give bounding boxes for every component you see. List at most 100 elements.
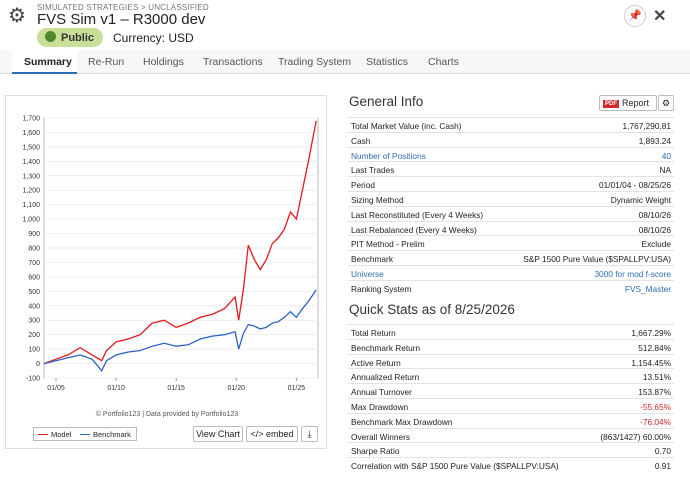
y-tick-label: 500 bbox=[28, 289, 40, 296]
row-label: Cash bbox=[351, 135, 371, 146]
y-tick-label: 600 bbox=[28, 274, 40, 281]
public-badge[interactable]: Public bbox=[37, 28, 103, 47]
x-tick-label: 01/15 bbox=[167, 385, 185, 392]
positions-count-link[interactable]: 40 bbox=[661, 150, 671, 161]
table-row: PIT Method - Prelim Exclude bbox=[348, 235, 674, 250]
table-row: Ranking System FVS_Master bbox=[348, 279, 674, 295]
pin-icon[interactable]: 📌 bbox=[624, 5, 646, 27]
download-icon[interactable]: ⤓ bbox=[301, 426, 318, 442]
y-tick-label: 400 bbox=[28, 303, 40, 310]
row-value: 08/10/26 bbox=[638, 224, 671, 235]
y-tick-label: 1,700 bbox=[22, 116, 40, 123]
tab-trading-system[interactable]: Trading System bbox=[278, 56, 352, 68]
row-label: Last Reconstituted (Every 4 Weeks) bbox=[351, 209, 484, 220]
ranking-system-link[interactable]: FVS_Master bbox=[624, 283, 671, 294]
universe-value-link[interactable]: 3000 for mod f-score bbox=[594, 268, 671, 279]
row-value: -76.04% bbox=[640, 416, 671, 427]
y-tick-label: 1,300 bbox=[22, 173, 40, 180]
row-label: Max Drawdown bbox=[351, 401, 409, 412]
row-value: -55.65% bbox=[640, 401, 671, 412]
y-tick-label: 0 bbox=[36, 361, 40, 368]
row-label: Correlation with S&P 1500 Pure Value ($S… bbox=[351, 461, 559, 472]
tab-bar: Summary Re-Run Holdings Transactions Tra… bbox=[0, 50, 690, 74]
report-label: Report bbox=[622, 98, 650, 108]
row-label: Overall Winners bbox=[351, 431, 411, 442]
universe-link[interactable]: Universe bbox=[351, 268, 384, 279]
y-tick-label: 1,600 bbox=[22, 130, 40, 137]
row-value: 13.51% bbox=[642, 372, 671, 383]
table-row: Max Drawdown -55.65% bbox=[348, 397, 674, 413]
chart-credit: © Portfolio123 | Data provided by Portfo… bbox=[95, 411, 239, 418]
legend-model-label: Model bbox=[51, 430, 72, 439]
x-tick-label: 01/05 bbox=[47, 385, 65, 392]
row-value: Exclude bbox=[641, 239, 671, 250]
row-value: 08/10/26 bbox=[638, 209, 671, 220]
tab-statistics[interactable]: Statistics bbox=[366, 56, 409, 68]
table-row: Correlation with S&P 1500 Pure Value ($S… bbox=[348, 457, 674, 472]
row-label: Benchmark bbox=[351, 254, 393, 265]
legend-model-swatch bbox=[38, 434, 48, 435]
table-row: Benchmark Max Drawdown -76.04% bbox=[348, 412, 674, 428]
row-label: Total Market Value (inc. Cash) bbox=[351, 121, 462, 131]
row-label: Active Return bbox=[351, 357, 401, 368]
tab-rerun[interactable]: Re-Run bbox=[88, 56, 125, 68]
row-label: Last Trades bbox=[351, 165, 395, 176]
report-settings-icon[interactable]: ⚙ bbox=[658, 95, 674, 111]
table-row: Number of Positions 40 bbox=[348, 146, 674, 162]
tab-charts[interactable]: Charts bbox=[428, 56, 459, 68]
performance-chart-panel: -100 0 100 200 300 400 500 600 700 800 900 1,000 1,1… bbox=[5, 95, 327, 449]
row-value: (863/1427) 60.00% bbox=[600, 431, 671, 442]
tab-transactions[interactable]: Transactions bbox=[203, 56, 263, 68]
table-row: Sharpe Ratio 0.70 bbox=[348, 442, 674, 457]
report-button[interactable]: PDF Report bbox=[599, 95, 657, 111]
row-value: Dynamic Weight bbox=[610, 194, 671, 205]
y-tick-label: 700 bbox=[28, 260, 40, 267]
table-row: Benchmark S&P 1500 Pure Value ($SPALLPV:U… bbox=[348, 250, 674, 265]
row-value: 1,154.45% bbox=[631, 357, 671, 368]
breadcrumb: SIMULATED STRATEGIES > UNCLASSIFIED bbox=[37, 3, 209, 12]
row-value: 0.91 bbox=[654, 461, 671, 472]
tab-summary[interactable]: Summary bbox=[12, 50, 77, 74]
table-row: Sizing Method Dynamic Weight bbox=[348, 190, 674, 206]
y-tick-label: 900 bbox=[28, 231, 40, 238]
row-label: Ranking System bbox=[351, 283, 412, 294]
row-value: S&P 1500 Pure Value ($SPALLPV:USA) bbox=[523, 254, 671, 265]
general-info-title: General Info bbox=[349, 94, 424, 109]
header: ⚙ SIMULATED STRATEGIES > UNCLASSIFIED FV… bbox=[0, 0, 690, 50]
view-chart-button[interactable]: View Chart bbox=[193, 426, 243, 442]
table-row: Annual Turnover 153.87% bbox=[348, 383, 674, 398]
pdf-icon: PDF bbox=[603, 100, 619, 108]
legend-benchmark-label: Benchmark bbox=[93, 430, 131, 439]
number-of-positions-link[interactable]: Number of Positions bbox=[351, 150, 426, 161]
quick-stats-title: Quick Stats as of 8/25/2026 bbox=[349, 302, 515, 317]
row-label: Period bbox=[351, 180, 375, 191]
y-tick-label: 1,000 bbox=[22, 217, 40, 224]
row-value: 01/01/04 - 08/25/26 bbox=[599, 180, 671, 191]
general-info-table: Total Market Value (inc. Cash) 1,767,290.… bbox=[348, 117, 674, 295]
x-tick-label: 01/25 bbox=[288, 385, 306, 392]
quick-stats-table: Total Return 1,667.29% Benchmark Return 51… bbox=[348, 324, 674, 472]
row-value: 0.70 bbox=[654, 446, 671, 457]
table-row: Cash 1,893.24 bbox=[348, 131, 674, 147]
benchmark-series-line bbox=[43, 289, 317, 372]
row-value: 1,893.24 bbox=[638, 135, 671, 146]
y-tick-label: 100 bbox=[28, 347, 40, 354]
row-label: Benchmark Max Drawdown bbox=[351, 416, 453, 427]
gear-icon[interactable]: ⚙ bbox=[8, 5, 26, 27]
embed-button[interactable]: </> embed bbox=[246, 426, 298, 442]
table-row: Last Rebalanced (Every 4 Weeks) 08/10/26 bbox=[348, 220, 674, 236]
table-row: Last Reconstituted (Every 4 Weeks) 08/10/… bbox=[348, 205, 674, 221]
table-row: Benchmark Return 512.84% bbox=[348, 338, 674, 354]
tab-holdings[interactable]: Holdings bbox=[143, 56, 184, 68]
x-tick-label: 01/10 bbox=[107, 385, 125, 392]
row-value: NA bbox=[659, 165, 671, 176]
row-label: Benchmark Return bbox=[351, 342, 421, 353]
legend-benchmark-swatch bbox=[80, 434, 90, 435]
close-icon[interactable]: ✕ bbox=[653, 8, 667, 25]
y-tick-label: 1,500 bbox=[22, 144, 40, 151]
chart-legend: Model Benchmark bbox=[33, 427, 137, 441]
page-title: FVS Sim v1 – R3000 dev bbox=[37, 11, 206, 28]
model-series-line bbox=[43, 120, 317, 365]
public-label: Public bbox=[61, 32, 95, 44]
y-tick-label: 800 bbox=[28, 246, 40, 253]
